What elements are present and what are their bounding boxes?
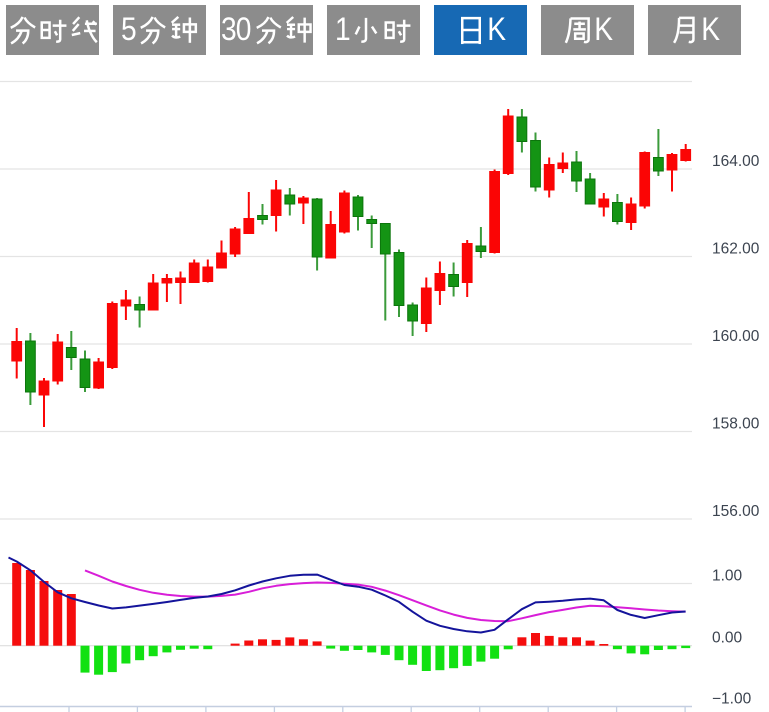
svg-text:158.00: 158.00	[712, 415, 760, 432]
svg-text:162.00: 162.00	[712, 240, 760, 257]
svg-text:156.00: 156.00	[712, 503, 760, 520]
svg-text:0.00: 0.00	[712, 630, 743, 647]
svg-text:−1.00: −1.00	[712, 690, 752, 707]
svg-text:160.00: 160.00	[712, 328, 760, 345]
svg-text:1.00: 1.00	[712, 567, 743, 584]
svg-text:164.00: 164.00	[712, 153, 760, 170]
